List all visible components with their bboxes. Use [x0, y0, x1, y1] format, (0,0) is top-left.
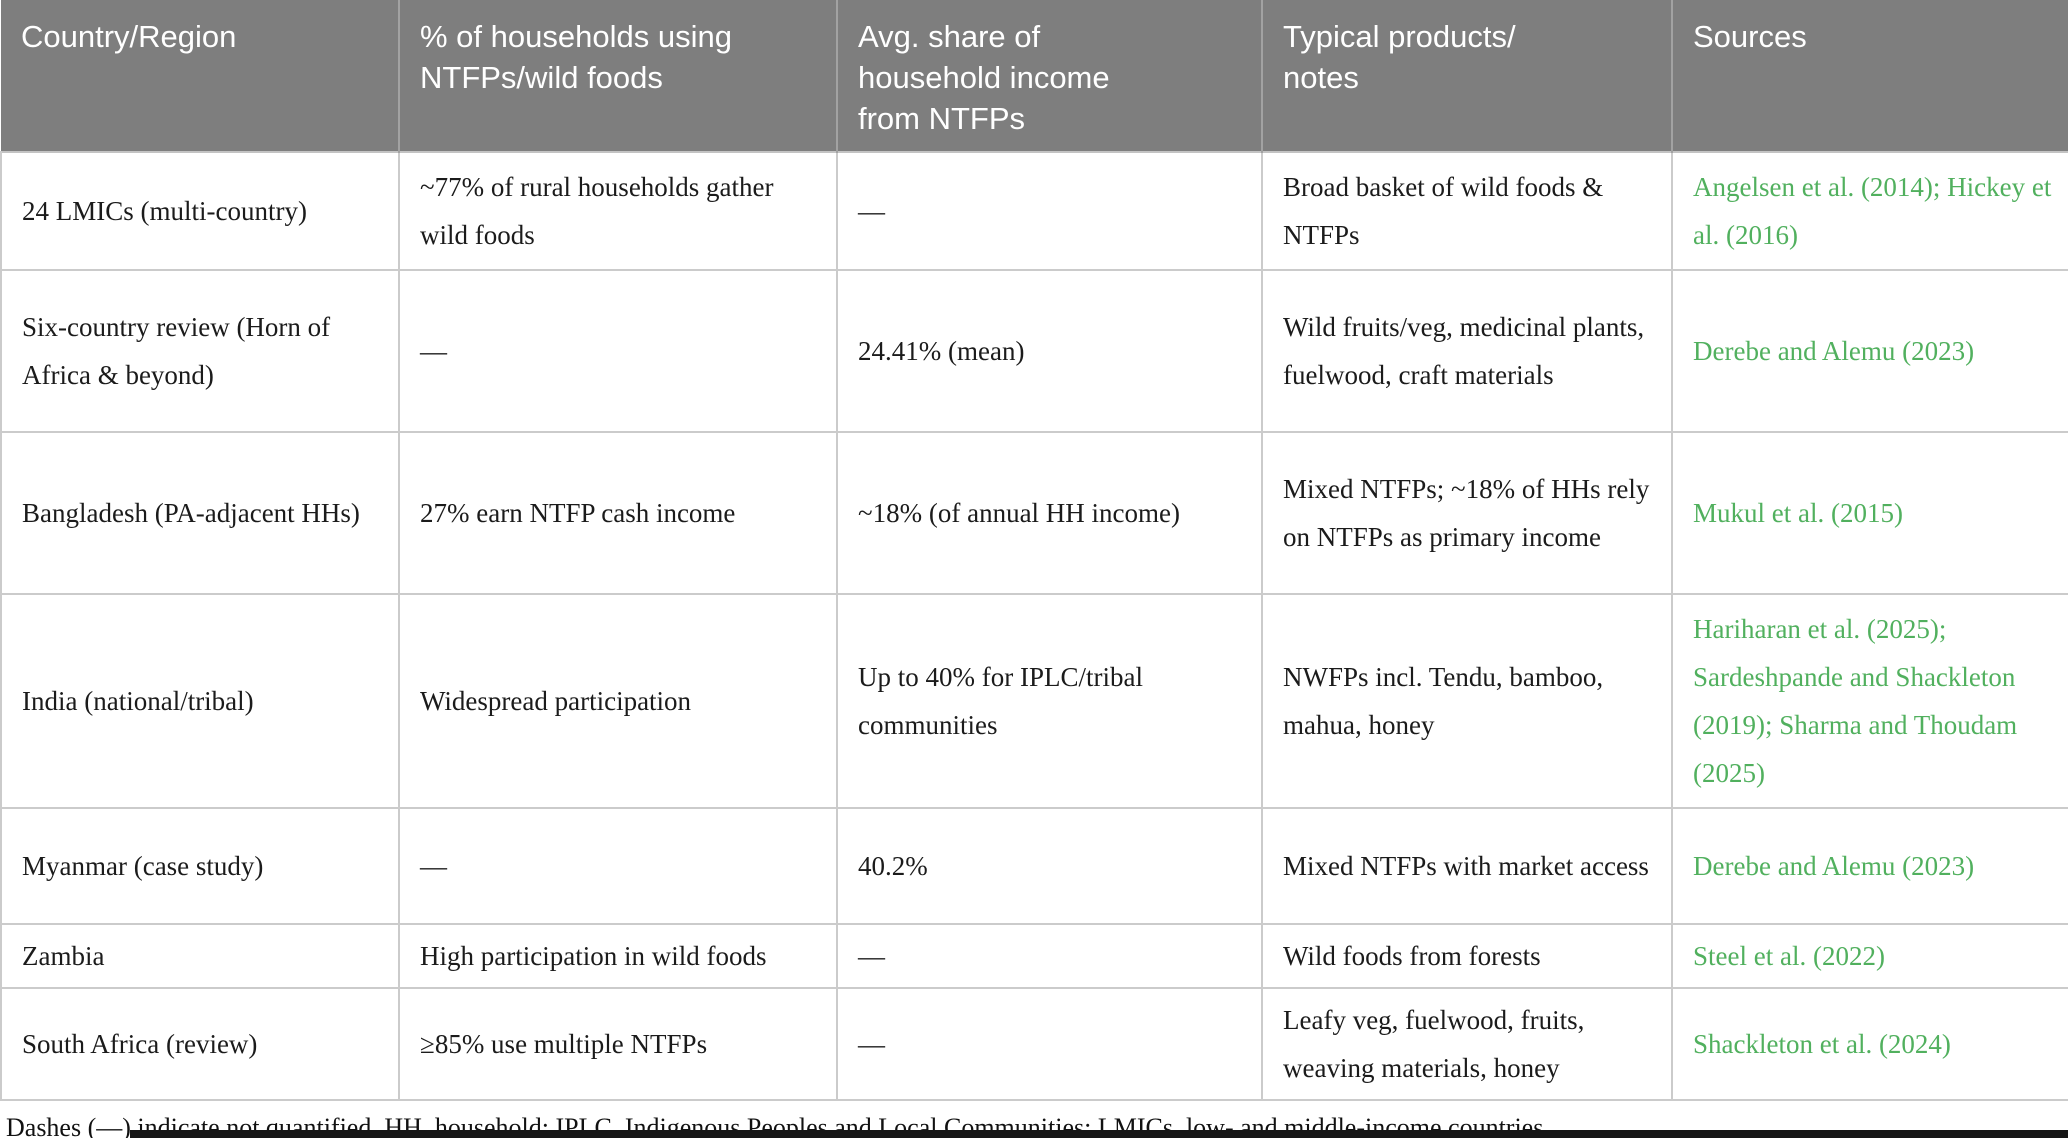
cell-sources: Steel et al. (2022)	[1671, 923, 2068, 989]
header-row: Country/Region % of households using NTF…	[1, 0, 2068, 152]
cell-sources: Angelsen et al. (2014); Hickey et al. (2…	[1671, 151, 2068, 271]
cell-income-share: ~18% (of annual HH income)	[836, 431, 1263, 595]
cell-income-share: Up to 40% for IPLC/tribal communities	[836, 593, 1263, 809]
cell-households-pct: —	[398, 269, 838, 433]
table-row: Six-country review (Horn of Africa & bey…	[0, 269, 2068, 433]
table-row: 24 LMICs (multi-country) ~77% of rural h…	[0, 151, 2068, 271]
cell-country: Bangladesh (PA-adjacent HHs)	[0, 431, 400, 595]
cell-products-notes: Wild foods from forests	[1261, 923, 1673, 989]
cell-country: Myanmar (case study)	[0, 807, 400, 925]
ntfp-households-table: Country/Region % of households using NTF…	[0, 0, 2068, 1101]
cell-income-share: 40.2%	[836, 807, 1263, 925]
cell-households-pct: —	[398, 807, 838, 925]
cell-country: 24 LMICs (multi-country)	[0, 151, 400, 271]
table-row: Myanmar (case study) — 40.2% Mixed NTFPs…	[0, 807, 2068, 925]
cell-sources: Shackleton et al. (2024)	[1671, 987, 2068, 1101]
cell-sources: Mukul et al. (2015)	[1671, 431, 2068, 595]
source-citation-link[interactable]: Mukul et al. (2015)	[1693, 498, 1903, 528]
cropped-bottom-rule	[130, 1130, 2068, 1138]
column-header-sources: Sources	[1671, 0, 2068, 152]
cell-products-notes: Broad basket of wild foods & NTFPs	[1261, 151, 1673, 271]
table-row: India (national/tribal) Widespread parti…	[0, 593, 2068, 809]
cell-products-notes: Leafy veg, fuelwood, fruits, weaving mat…	[1261, 987, 1673, 1101]
source-citation-link[interactable]: Shackleton et al. (2024)	[1693, 1029, 1951, 1059]
cell-households-pct: ~77% of rural households gather wild foo…	[398, 151, 838, 271]
source-citation-link[interactable]: Derebe and Alemu (2023)	[1693, 851, 1975, 881]
cell-country: Six-country review (Horn of Africa & bey…	[0, 269, 400, 433]
source-citation-link[interactable]: Steel et al. (2022)	[1693, 941, 1885, 971]
cell-households-pct: Widespread participation	[398, 593, 838, 809]
cell-products-notes: Mixed NTFPs with market access	[1261, 807, 1673, 925]
cell-households-pct: 27% earn NTFP cash income	[398, 431, 838, 595]
cell-income-share: —	[836, 987, 1263, 1101]
table-row: South Africa (review) ≥85% use multiple …	[0, 987, 2068, 1101]
table-row: Bangladesh (PA-adjacent HHs) 27% earn NT…	[0, 431, 2068, 595]
cell-country: Zambia	[0, 923, 400, 989]
cell-products-notes: Wild fruits/veg, medicinal plants, fuelw…	[1261, 269, 1673, 433]
source-citation-link[interactable]: Derebe and Alemu (2023)	[1693, 336, 1975, 366]
column-header-label: Avg. share of household income from NTFP…	[858, 19, 1110, 136]
table-header: Country/Region % of households using NTF…	[1, 0, 2068, 152]
column-header-label: % of households using NTFPs/wild foods	[420, 19, 732, 95]
cell-sources: Hariharan et al. (2025); Sardeshpande an…	[1671, 593, 2068, 809]
column-header-label: Sources	[1693, 19, 1807, 54]
cell-income-share: 24.41% (mean)	[836, 269, 1263, 433]
table-body: 24 LMICs (multi-country) ~77% of rural h…	[0, 151, 2068, 1101]
cell-products-notes: Mixed NTFPs; ~18% of HHs rely on NTFPs a…	[1261, 431, 1673, 595]
source-citation-link[interactable]: Angelsen et al. (2014); Hickey et al. (2…	[1693, 172, 2052, 250]
source-citation-link[interactable]: Hariharan et al. (2025); Sardeshpande an…	[1693, 614, 2018, 788]
table-row: Zambia High participation in wild foods …	[0, 923, 2068, 989]
column-header-label: Country/Region	[21, 19, 237, 54]
column-header-products-notes: Typical products/ notes	[1261, 0, 1672, 152]
cell-country: South Africa (review)	[0, 987, 400, 1101]
cell-products-notes: NWFPs incl. Tendu, bamboo, mahua, honey	[1261, 593, 1673, 809]
column-header-label: Typical products/ notes	[1283, 19, 1516, 95]
column-header-income-share: Avg. share of household income from NTFP…	[836, 0, 1262, 152]
cell-country: India (national/tribal)	[0, 593, 400, 809]
cell-households-pct: ≥85% use multiple NTFPs	[398, 987, 838, 1101]
cell-sources: Derebe and Alemu (2023)	[1671, 807, 2068, 925]
cell-income-share: —	[836, 151, 1263, 271]
cell-income-share: —	[836, 923, 1263, 989]
column-header-country-region: Country/Region	[1, 0, 399, 152]
cell-sources: Derebe and Alemu (2023)	[1671, 269, 2068, 433]
column-header-households-pct: % of households using NTFPs/wild foods	[398, 0, 837, 152]
cell-households-pct: High participation in wild foods	[398, 923, 838, 989]
